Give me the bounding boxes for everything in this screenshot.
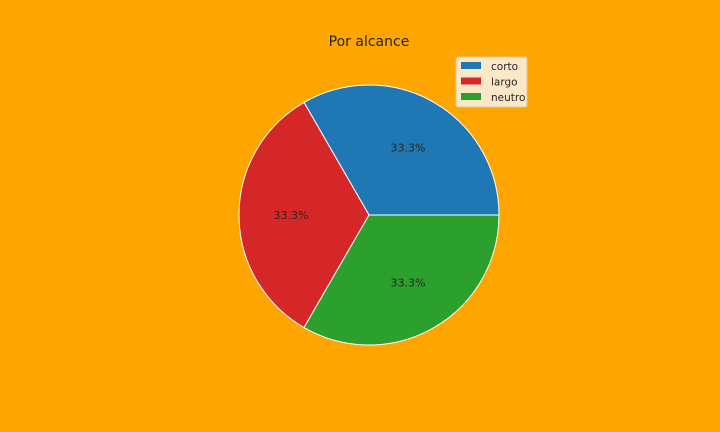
- pie-slice-largo: [238, 101, 370, 329]
- pie-percentage-labels: 33.3% 33.3% 33.3%: [274, 141, 426, 289]
- legend-swatch-largo: [461, 77, 481, 85]
- pie-slice-corto: [303, 84, 500, 216]
- pie-label-neutro: 33.3%: [391, 277, 426, 290]
- legend-label-corto: corto: [491, 61, 518, 73]
- legend-swatch-neutro: [461, 93, 481, 100]
- legend-label-largo: largo: [491, 77, 518, 89]
- pie-label-corto: 33.3%: [391, 141, 426, 154]
- legend-swatch-corto: [461, 62, 481, 69]
- pie-label-largo: 33.3%: [274, 209, 309, 222]
- chart-legend: corto largo neutro: [455, 56, 528, 108]
- pie-slices: [238, 84, 500, 346]
- chart-title: Por alcance: [329, 34, 410, 50]
- pie-slice-neutro: [303, 214, 500, 346]
- legend-label-neutro: neutro: [491, 92, 525, 104]
